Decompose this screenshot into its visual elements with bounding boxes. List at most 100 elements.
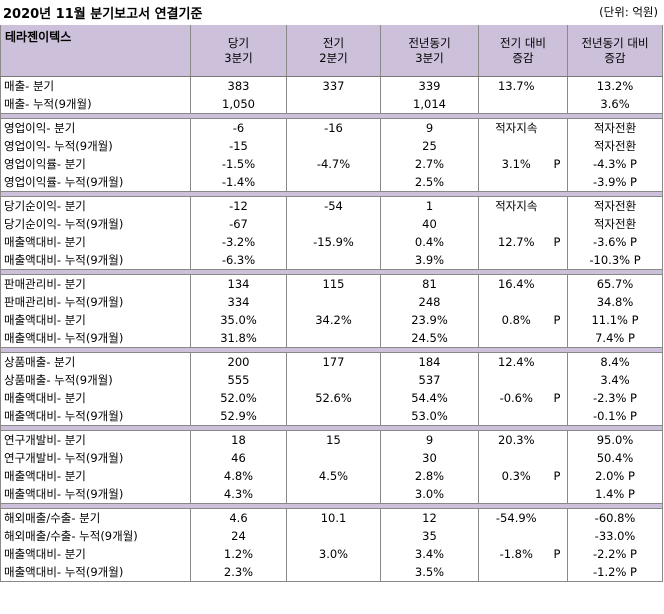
prior-year-value: 184 [380,352,479,371]
row-label: 매출액대비- 분기 [0,233,191,251]
qoq-unit [553,137,569,155]
row-label: 연구개발비- 누적(9개월) [0,449,191,467]
prior-year-value: 0.4% [380,233,479,251]
qoq-unit: P [553,233,569,251]
row-label: 상품매출- 누적(9개월) [0,371,191,389]
section-divider-cell [0,191,664,197]
yoy-change-value: 34.8% [567,293,664,311]
yoy-change-value: -60.8% [567,508,664,527]
prior-year-value: 2.5% [380,173,479,192]
current-quarter-value: 35.0% [190,311,287,329]
yoy-change-value: -33.0% [567,527,664,545]
previous-quarter-value: -4.7% [286,155,381,173]
qoq-unit [553,251,569,270]
qoq-change-value: 적자지속 [495,121,538,135]
table-row: 매출액대비- 분기 -3.2% -15.9% 0.4% 12.7% P -3.6% P [0,233,664,251]
financial-table: 테라젠이텍스 당기 3분기 전기 2분기 전년동기 3분기 전기 대비 증감 전년동기 … [0,25,664,582]
row-label: 매출액대비- 분기 [0,545,191,563]
prior-year-value: 248 [380,293,479,311]
previous-quarter-value: -16 [286,118,381,137]
previous-quarter-value [286,485,381,504]
row-label: 매출액대비- 누적(9개월) [0,251,191,270]
header-line: 3분기 [224,50,253,65]
yoy-change-header: 전년동기 대비 증감 [567,25,664,77]
row-label: 상품매출- 분기 [0,352,191,371]
prior-year-value: 3.9% [380,251,479,270]
row-label: 연구개발비- 분기 [0,430,191,449]
current-quarter-value: -6.3% [190,251,287,270]
qoq-unit [553,508,569,527]
row-label: 판매관리비- 분기 [0,274,191,293]
qoq-unit [553,430,569,449]
current-quarter-value: 134 [190,274,287,293]
previous-quarter-value [286,329,381,348]
table-row: 상품매출- 누적(9개월) 555 537 3.4% [0,371,664,389]
previous-quarter-value [286,173,381,192]
row-label: 매출액대비- 분기 [0,311,191,329]
qoq-unit [553,118,569,137]
current-quarter-value: 24 [190,527,287,545]
section-divider [0,503,664,509]
header-line: 증감 [604,50,626,65]
qoq-change-value: 13.7% [497,79,535,93]
prior-year-value: 53.0% [380,407,479,426]
section-divider [0,269,664,275]
prior-year-value: 40 [380,215,479,233]
yoy-change-value: 7.4% P [567,329,664,348]
table-row: 매출액대비- 누적(9개월) 4.3% 3.0% 1.4% P [0,485,664,504]
table-row: 판매관리비- 누적(9개월) 334 248 34.8% [0,293,664,311]
qoq-change-value [479,371,554,389]
table-row: 상품매출- 분기 200 177 184 12.4% 8.4% [0,352,664,371]
current-quarter-value: 383 [190,76,287,95]
table-row: 매출액대비- 누적(9개월) -6.3% 3.9% -10.3% P [0,251,664,270]
yoy-change-value: 적자전환 [567,196,664,215]
yoy-change-value: -2.3% P [567,389,664,407]
current-quarter-value: 1,050 [190,95,287,114]
row-label: 당기순이익- 분기 [0,196,191,215]
prior-year-value: 2.8% [380,467,479,485]
yoy-change-value: 11.1% P [567,311,664,329]
qoq-unit [553,449,569,467]
table-body: 매출- 분기 383 337 339 13.7% 13.2% 매출- 누적(9개월) 1,05… [0,76,664,582]
previous-quarter-value [286,95,381,114]
qoq-change-value [478,563,554,582]
yoy-change-value: 13.2% [567,76,664,95]
prior-year-value: 24.5% [380,329,479,348]
current-quarter-value: 334 [190,293,287,311]
table-row: 영업이익- 누적(9개월) -15 25 적자전환 [0,137,664,155]
row-label: 매출액대비- 누적(9개월) [0,485,191,504]
yoy-change-value: 1.4% P [567,485,664,504]
qoq-change-value [479,293,554,311]
table-row: 매출액대비- 누적(9개월) 2.3% 3.5% -1.2% P [0,563,664,582]
qoq-unit [553,563,569,582]
yoy-change-value: -4.3% P [567,155,664,173]
table-row: 매출액대비- 누적(9개월) 31.8% 24.5% 7.4% P [0,329,664,348]
prior-year-value: 35 [380,527,479,545]
row-label: 영업이익률- 누적(9개월) [0,173,191,192]
header-line: 전년동기 대비 [581,35,649,50]
header-line: 전기 [322,35,345,50]
table-row: 영업이익- 분기 -6 -16 9 적자지속 적자전환 [0,118,664,137]
section-divider [0,347,664,353]
current-quarter-value: 4.8% [190,467,287,485]
table-row: 매출- 분기 383 337 339 13.7% 13.2% [0,76,664,95]
qoq-unit [553,215,569,233]
row-label: 해외매출/수출- 분기 [0,508,191,527]
table-row: 매출- 누적(9개월) 1,050 1,014 3.6% [0,95,664,114]
table-row: 당기순이익- 누적(9개월) -67 40 적자전환 [0,215,664,233]
header-line: 당기 [227,35,250,50]
qoq-change-value: 3.1% [501,157,531,171]
yoy-change-value: 8.4% [567,352,664,371]
yoy-change-value: -0.1% P [567,407,664,426]
row-label: 매출액대비- 누적(9개월) [0,407,191,426]
table-row: 연구개발비- 누적(9개월) 46 30 50.4% [0,449,664,467]
previous-quarter-value [286,449,381,467]
prior-year-value: 2.7% [380,155,479,173]
prior-year-value: 1,014 [380,95,479,114]
current-quarter-value: -12 [190,196,287,215]
qoq-change-value [479,329,554,348]
table-row: 판매관리비- 분기 134 115 81 16.4% 65.7% [0,274,664,293]
previous-quarter-value [286,215,381,233]
previous-quarter-value: -54 [286,196,381,215]
qoq-unit: P [553,311,569,329]
